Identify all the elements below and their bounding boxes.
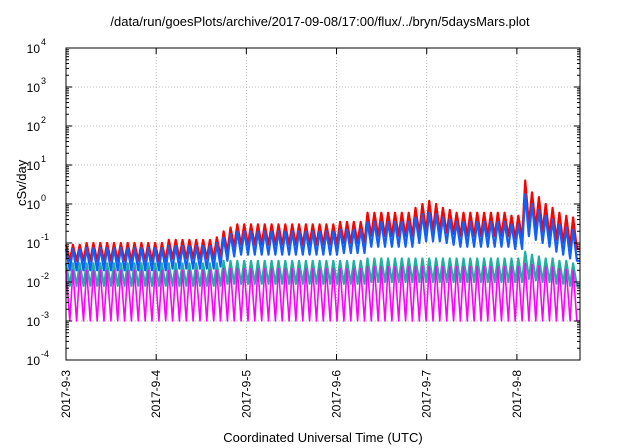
y-tick-exponent: 2	[41, 115, 46, 125]
x-tick-label: 2017-9-6	[330, 370, 344, 418]
series-lines	[64, 179, 580, 322]
y-tick-exponent: 4	[41, 37, 46, 47]
y-tick-exponent: -4	[41, 349, 49, 359]
x-tick-label: 2017-9-4	[149, 370, 163, 418]
chart-title: /data/run/goesPlots/archive/2017-09-08/1…	[110, 14, 530, 29]
y-tick-label: 10	[27, 159, 41, 173]
y-tick-label: 10	[27, 42, 41, 56]
y-tick-label: 10	[27, 315, 41, 329]
y-tick-exponent: -1	[41, 232, 49, 242]
y-tick-label: 10	[27, 198, 41, 212]
y-tick-label: 10	[27, 276, 41, 290]
x-tick-label: 2017-9-7	[420, 370, 434, 418]
series-line-4	[65, 262, 580, 322]
series-line-2	[64, 192, 580, 272]
y-tick-exponent: 0	[41, 193, 46, 203]
y-tick-exponent: 3	[41, 76, 46, 86]
y-tick-exponent: 1	[41, 154, 46, 164]
y-tick-label: 10	[27, 81, 41, 95]
x-tick-label: 2017-9-3	[59, 370, 73, 418]
series-line-3	[64, 250, 580, 287]
x-tick-label: 2017-9-5	[239, 370, 253, 418]
grid-lines	[66, 48, 580, 360]
x-axis-label: Coordinated Universal Time (UTC)	[223, 430, 423, 445]
series-line-1	[64, 179, 580, 262]
y-tick-label: 10	[27, 354, 41, 368]
x-tick-label: 2017-9-8	[510, 370, 524, 418]
y-tick-label: 10	[27, 120, 41, 134]
y-tick-exponent: -2	[41, 271, 49, 281]
y-tick-label: 10	[27, 237, 41, 251]
y-tick-exponent: -3	[41, 310, 49, 320]
